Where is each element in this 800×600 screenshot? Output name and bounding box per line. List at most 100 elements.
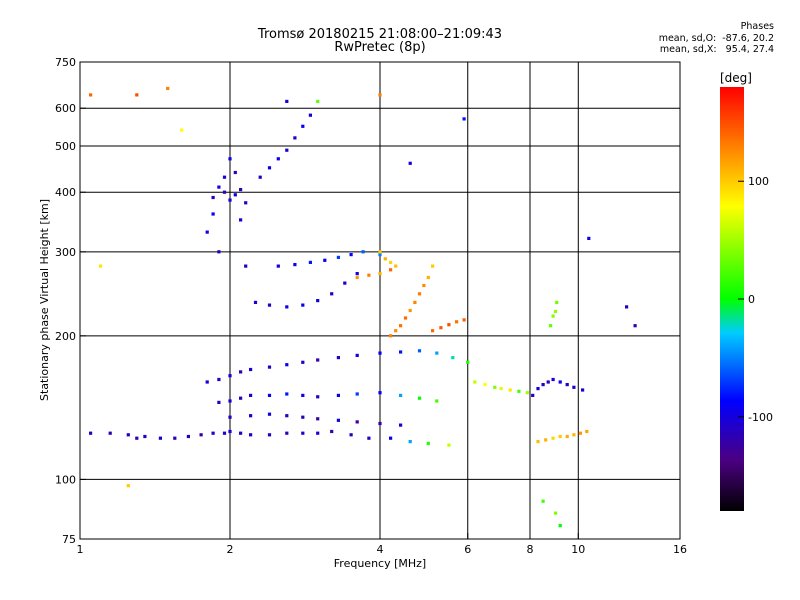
data-point: [228, 429, 232, 434]
data-point: [239, 218, 243, 222]
data-point: [267, 393, 272, 397]
data-point: [517, 389, 521, 393]
data-point: [239, 396, 243, 400]
data-point: [343, 281, 347, 285]
y-axis-ticks: 75 100 200 300 400 500 600 750: [55, 56, 86, 546]
data-point: [413, 300, 417, 304]
data-point: [285, 431, 289, 435]
data-point: [361, 250, 365, 254]
data-point: [565, 434, 569, 439]
data-point: [228, 198, 232, 202]
data-point: [253, 300, 258, 304]
data-point: [228, 399, 232, 403]
y-tick-label: 200: [55, 330, 76, 343]
data-point: [394, 329, 398, 333]
data-point: [316, 417, 320, 421]
data-point: [276, 157, 280, 161]
data-point: [249, 433, 253, 437]
data-point: [426, 275, 430, 280]
data-point: [355, 420, 359, 424]
data-point: [217, 400, 221, 404]
data-point: [553, 511, 558, 515]
data-point: [217, 250, 221, 254]
data-point: [108, 431, 112, 435]
data-point: [239, 431, 243, 435]
data-point: [316, 299, 320, 303]
data-point: [285, 392, 289, 396]
data-point: [408, 161, 412, 165]
data-point: [267, 412, 272, 416]
data-point: [228, 157, 232, 161]
y-tick-label: 750: [55, 56, 76, 69]
data-point: [585, 429, 589, 434]
data-point: [126, 433, 130, 437]
chart-subtitle: RwPretec (8p): [334, 40, 426, 55]
data-point: [349, 253, 353, 257]
data-point: [301, 360, 305, 364]
data-point: [378, 391, 382, 395]
data-point: [483, 383, 487, 387]
data-point: [572, 385, 576, 389]
data-point: [336, 356, 340, 360]
colorbar-label: [deg]: [720, 71, 752, 85]
data-point: [293, 136, 297, 140]
data-point: [558, 434, 562, 439]
data-point: [249, 414, 253, 418]
data-point: [553, 309, 558, 313]
data-point: [222, 431, 227, 435]
colorbar-tick-label: 0: [748, 293, 755, 306]
data-point: [244, 201, 248, 205]
data-point: [435, 399, 439, 403]
data-point: [408, 308, 412, 313]
y-tick-label: 75: [62, 533, 76, 546]
x-tick-label: 4: [377, 543, 384, 556]
y-tick-label: 500: [55, 140, 76, 153]
data-point: [417, 292, 422, 296]
y-tick-label: 300: [55, 246, 76, 259]
data-point: [285, 305, 289, 309]
colorbar-ticks: 100 0 -100: [738, 175, 773, 424]
data-point: [447, 443, 451, 447]
data-point: [211, 212, 215, 216]
data-point: [316, 99, 320, 103]
data-point: [267, 433, 272, 437]
data-point: [378, 93, 382, 97]
data-point: [180, 128, 184, 132]
data-point: [403, 316, 408, 320]
data-point: [417, 349, 422, 353]
data-point: [451, 356, 455, 360]
data-point: [399, 393, 403, 397]
data-point: [493, 385, 497, 389]
data-point: [378, 421, 382, 426]
data-point: [336, 418, 340, 422]
data-point: [205, 380, 209, 384]
data-point: [89, 93, 93, 97]
data-point: [186, 434, 190, 439]
data-point: [389, 436, 393, 440]
data-point: [301, 393, 305, 397]
data-point: [249, 393, 253, 397]
data-point: [551, 436, 555, 440]
gridlines: [80, 62, 680, 539]
data-point: [578, 431, 582, 435]
data-point: [228, 374, 232, 378]
y-axis-label: Stationary phase Virtual Height [km]: [38, 199, 51, 401]
data-point: [565, 383, 569, 387]
data-point: [383, 257, 387, 261]
data-point: [222, 190, 227, 194]
phases-title: Phases: [740, 21, 774, 32]
data-point: [431, 264, 435, 268]
x-tick-label: 10: [571, 543, 585, 556]
data-point: [276, 264, 280, 268]
data-point: [285, 148, 289, 152]
data-point: [244, 264, 248, 268]
data-point: [239, 188, 243, 192]
data-point: [417, 396, 422, 400]
data-point: [462, 117, 466, 121]
data-point: [431, 329, 435, 333]
data-point: [572, 433, 576, 437]
x-tick-label: 6: [464, 543, 471, 556]
data-points: [89, 86, 637, 528]
data-point: [135, 93, 139, 97]
data-point: [211, 195, 215, 200]
